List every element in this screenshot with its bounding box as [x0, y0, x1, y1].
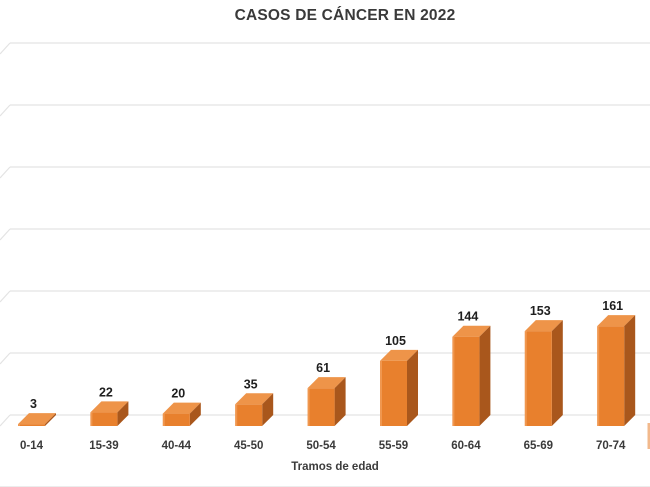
bar-top-face[interactable] — [452, 325, 491, 337]
bar-value-label: 61 — [316, 361, 330, 375]
cropped-edge-fragment — [647, 423, 650, 449]
bar[interactable] — [235, 404, 263, 426]
category-label: 70-74 — [596, 440, 626, 452]
bar-side-face[interactable] — [45, 413, 56, 426]
gridline-left-wall-segment — [0, 42, 11, 55]
bar-value-label: 161 — [602, 299, 623, 313]
bar[interactable] — [524, 331, 552, 426]
bar-highlight-edge — [380, 360, 382, 426]
bar[interactable] — [307, 388, 335, 426]
bar-side-face[interactable] — [189, 402, 201, 426]
category-label: 15-39 — [89, 440, 118, 452]
bar-side-face[interactable] — [262, 393, 274, 426]
bar-highlight-edge — [235, 404, 238, 426]
bar[interactable] — [90, 412, 118, 426]
chart-title: CASOS DE CÁNCER EN 2022 — [234, 7, 456, 24]
gridline-left-wall-segment — [0, 290, 11, 303]
gridline-left-wall-segment — [0, 352, 11, 365]
gridline-left-wall-segment — [0, 104, 11, 117]
bar[interactable] — [380, 360, 407, 426]
bar-side-face[interactable] — [117, 401, 129, 426]
category-label: 60-64 — [451, 440, 481, 452]
bar-highlight-edge — [452, 336, 455, 426]
bar-value-label: 105 — [385, 334, 406, 348]
bar-side-face[interactable] — [407, 349, 418, 426]
bar-top-face[interactable] — [380, 349, 418, 361]
bar-highlight-edge — [18, 424, 20, 426]
bar-side-face[interactable] — [551, 320, 563, 426]
bar-top-face[interactable] — [307, 377, 346, 389]
bar-highlight-edge — [524, 331, 527, 426]
bar-top-face[interactable] — [90, 401, 129, 413]
bar-value-label: 3 — [30, 397, 37, 411]
bar-top-face[interactable] — [162, 402, 201, 414]
category-label: 0-14 — [20, 440, 44, 452]
bar-side-face[interactable] — [334, 377, 346, 426]
bar[interactable] — [597, 326, 625, 426]
bar-highlight-edge — [597, 326, 600, 426]
category-label: 40-44 — [162, 440, 192, 452]
bar[interactable] — [18, 424, 45, 426]
bar-top-face[interactable] — [524, 320, 563, 332]
bar-top-face[interactable] — [597, 315, 636, 327]
bar-top-face[interactable] — [235, 393, 274, 405]
gridline-left-wall-segment — [0, 414, 11, 427]
bar-side-face[interactable] — [479, 325, 491, 426]
bar-value-label: 22 — [99, 385, 113, 399]
bar-value-label: 35 — [244, 377, 258, 391]
category-label: 55-59 — [379, 440, 408, 452]
bar-value-label: 144 — [457, 310, 478, 324]
bar-highlight-edge — [162, 413, 165, 426]
gridline-left-wall-segment — [0, 166, 11, 179]
category-label: 50-54 — [306, 440, 336, 452]
x-axis-title: Tramos de edad — [291, 461, 379, 473]
bar-value-label: 153 — [530, 304, 551, 318]
bar-side-face[interactable] — [624, 315, 636, 426]
category-label: 45-50 — [234, 440, 263, 452]
bar-highlight-edge — [90, 412, 93, 426]
bar[interactable] — [162, 413, 190, 426]
bar[interactable] — [452, 336, 480, 426]
bar-highlight-edge — [307, 388, 310, 426]
gridline-left-wall-segment — [0, 228, 11, 241]
bar-value-label: 20 — [171, 387, 185, 401]
bar-top-face[interactable] — [18, 413, 56, 425]
category-label: 65-69 — [524, 440, 553, 452]
